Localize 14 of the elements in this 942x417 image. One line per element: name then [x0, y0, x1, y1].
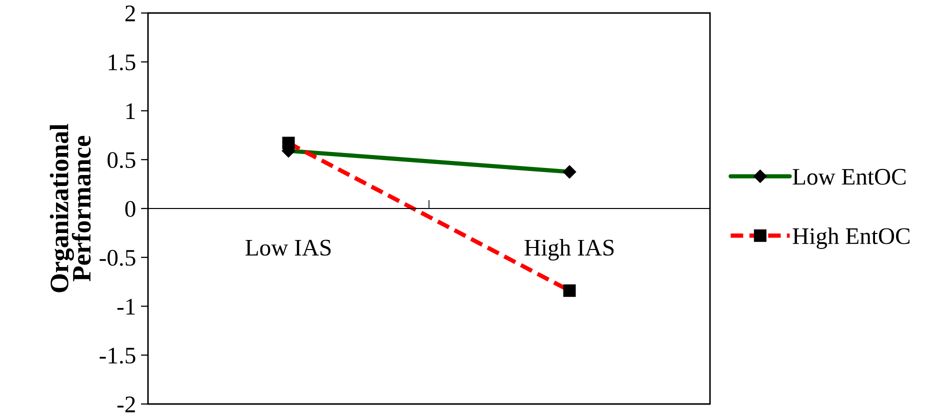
- y-tick-label: 1.5: [108, 54, 136, 70]
- legend-label: High EntOC: [792, 228, 910, 249]
- y-tick-label: -2: [117, 396, 135, 412]
- y-tick-label: -1: [117, 298, 135, 314]
- y-axis-title: Organizational Performance: [50, 124, 91, 292]
- y-tick-label: 2: [125, 6, 135, 22]
- x-tick-label: High IAS: [524, 239, 614, 261]
- y-tick-label: 1: [126, 103, 135, 119]
- legend-label: Low EntOC: [792, 168, 906, 185]
- x-tick-label: Low IAS: [246, 240, 331, 256]
- y-tick-label: 0: [125, 200, 136, 217]
- y-tick-label: -1.5: [100, 348, 136, 364]
- y-tick-label: -0.5: [100, 250, 136, 266]
- y-tick-label: 0.5: [108, 152, 136, 168]
